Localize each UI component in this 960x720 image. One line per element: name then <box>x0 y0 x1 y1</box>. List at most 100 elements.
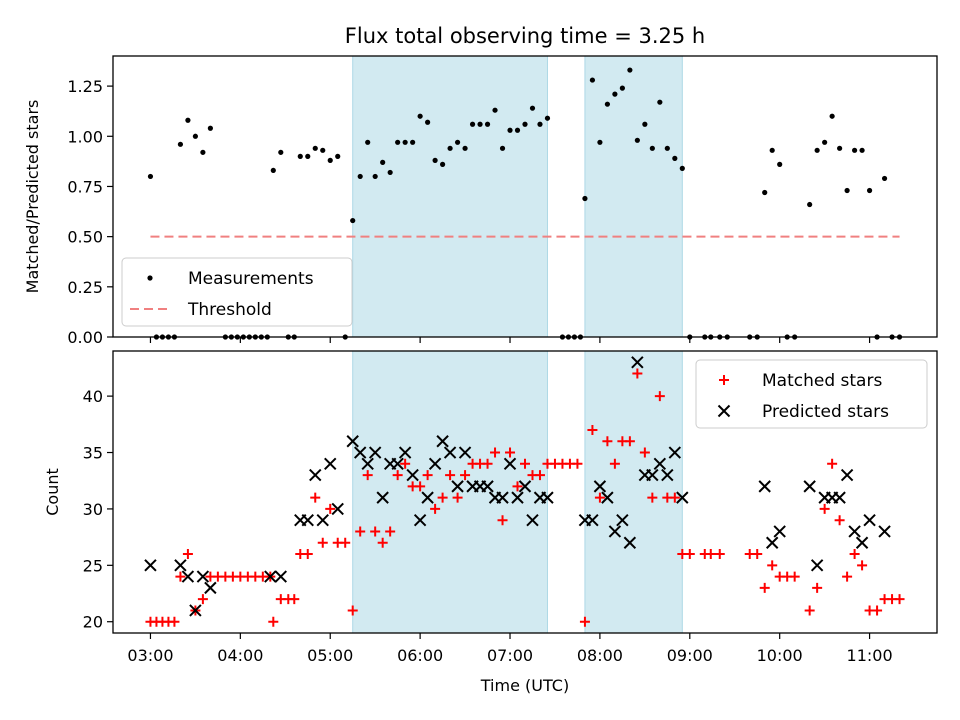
shaded-span-2 <box>584 55 683 338</box>
predicted-star-point <box>840 468 854 482</box>
measurement-point <box>769 147 775 153</box>
top-y-ticks: 0.00 0.25 0.50 0.75 1.00 1.25 <box>67 77 113 347</box>
predicted-star-point <box>608 525 622 538</box>
matched-star-point <box>310 492 321 503</box>
measurement-point <box>484 121 491 127</box>
matched-star-point <box>422 470 433 481</box>
matched-star-point <box>842 571 853 582</box>
predicted-star-point <box>765 536 779 549</box>
matched-star-point <box>752 549 763 560</box>
matched-star-point <box>452 492 463 503</box>
legend-entry-label: Measurements <box>188 269 314 289</box>
predicted-star-point <box>810 559 824 572</box>
measurement-point <box>372 173 378 180</box>
predicted-star-point <box>189 604 202 617</box>
measurement-point <box>649 145 655 151</box>
measurement-point <box>859 147 865 153</box>
measurement-point <box>777 161 783 167</box>
measurement-point <box>507 127 513 133</box>
matched-star-point <box>182 549 193 560</box>
predicted-star-point <box>623 536 637 549</box>
top-legend: Measurements Threshold <box>121 257 353 327</box>
legend-entry-label: Threshold <box>187 300 272 320</box>
matched-star-point <box>594 492 605 503</box>
predicted-star-point <box>324 457 337 471</box>
predicted-star-point <box>391 457 404 471</box>
matched-star-point <box>632 368 643 379</box>
measurement-point <box>529 105 536 111</box>
measurement-point <box>327 157 333 163</box>
predicted-star-point <box>301 513 314 527</box>
predicted-star-point <box>436 435 449 448</box>
y-tick-label: 1.00 <box>67 127 103 146</box>
measurement-point <box>425 119 431 125</box>
measurement-point <box>185 117 191 123</box>
measurement-point <box>672 155 678 161</box>
x-tick-label: 05:00 <box>307 646 353 665</box>
predicted-star-point <box>773 525 786 538</box>
y-tick-label: 35 <box>83 444 103 463</box>
predicted-star-point <box>616 513 629 527</box>
matched-star-point <box>325 503 336 514</box>
matched-star-point <box>497 515 508 526</box>
predicted-star-point <box>526 513 539 527</box>
predicted-star-point <box>518 480 532 493</box>
measurement-point <box>664 145 670 151</box>
matched-star-point <box>579 616 590 627</box>
predicted-star-point <box>601 491 614 504</box>
measurement-point <box>469 121 476 127</box>
measurement-point <box>440 161 446 167</box>
matched-star-point <box>362 470 373 481</box>
measurement-point <box>305 153 311 159</box>
bottom-y-ticks: 20 25 30 35 40 <box>83 387 113 632</box>
matched-star-point <box>609 458 620 469</box>
measurement-point <box>844 187 850 194</box>
measurement-point <box>335 153 341 159</box>
measurement-point <box>365 139 371 145</box>
predicted-star-point <box>848 525 861 538</box>
predicted-star-point <box>586 513 599 527</box>
measurement-point <box>522 121 528 127</box>
measurement-point <box>357 173 363 180</box>
predicted-star-point <box>646 468 659 482</box>
measurement-point <box>814 147 820 153</box>
measurement-point <box>492 107 498 113</box>
measurement-point <box>147 173 154 180</box>
predicted-star-point <box>458 446 472 459</box>
matched-star-point <box>759 582 770 593</box>
measurement-point <box>402 139 408 145</box>
measurement-point <box>619 85 625 91</box>
measurement-point <box>612 91 618 97</box>
matched-star-point <box>624 436 635 447</box>
predicted-star-point <box>443 446 457 459</box>
x-tick-label: 11:00 <box>847 646 893 665</box>
measurement-point <box>499 145 506 151</box>
measurement-point <box>297 153 303 159</box>
y-tick-label: 0.50 <box>67 228 103 247</box>
y-tick-label: 0.75 <box>67 177 103 196</box>
predicted-star-point <box>264 570 277 583</box>
matched-star-point <box>437 492 448 503</box>
measurement-point <box>462 145 468 151</box>
top-y-axis-label: Matched/Predicted stars <box>23 100 42 294</box>
measurement-point <box>514 127 521 133</box>
predicted-star-point <box>661 468 674 482</box>
predicted-star-point <box>833 491 846 504</box>
predicted-star-point <box>413 513 427 527</box>
matched-star-point <box>714 549 725 560</box>
matched-star-point <box>789 571 800 582</box>
matched-star-point <box>857 560 868 571</box>
measurement-point <box>881 175 888 182</box>
top-shaded-spans <box>352 55 683 338</box>
measurement-point <box>387 169 393 176</box>
measurement-point <box>200 149 206 155</box>
y-tick-label: 0.00 <box>67 328 103 347</box>
matched-star-point <box>894 594 905 605</box>
matched-star-point <box>482 458 493 469</box>
measurements-series <box>147 67 903 340</box>
shaded-span-1 <box>352 55 548 338</box>
shaded-span-1 <box>352 350 548 634</box>
predicted-star-point <box>398 446 412 459</box>
matched-star-point <box>302 549 313 560</box>
